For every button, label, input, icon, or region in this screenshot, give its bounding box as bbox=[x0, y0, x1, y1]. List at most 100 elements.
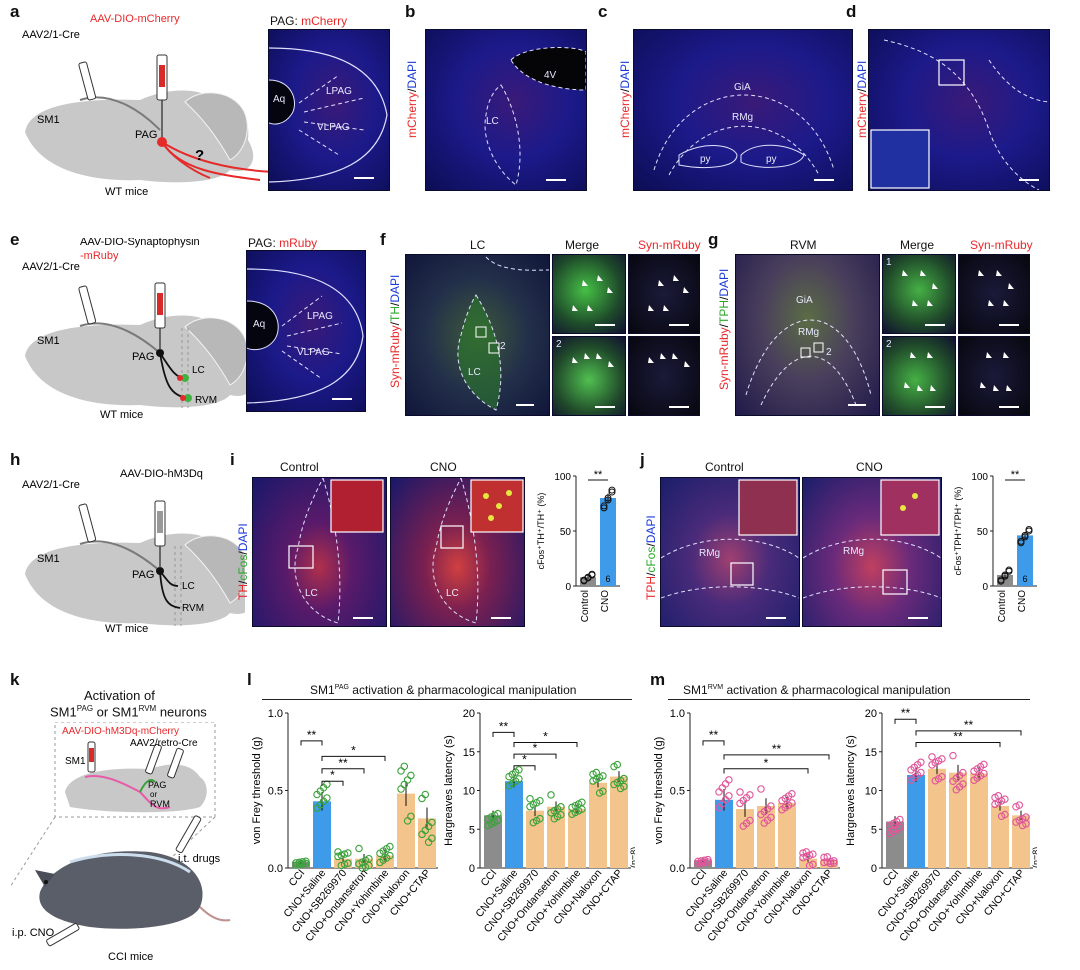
a-virus-label: AAV-DIO-mCherry bbox=[90, 13, 180, 25]
panel-label-f: f bbox=[380, 230, 386, 249]
m2-point bbox=[959, 780, 967, 788]
l1-point bbox=[365, 854, 373, 863]
c-py1-label: py bbox=[700, 154, 711, 165]
l2-point bbox=[526, 794, 534, 803]
g-merge-2: 2 bbox=[882, 336, 956, 416]
i-xtick-label: CNO bbox=[600, 590, 611, 612]
l1-sig-label: * bbox=[351, 743, 356, 757]
m2-bar bbox=[928, 768, 946, 868]
m2-point bbox=[980, 769, 988, 778]
l2-point bbox=[599, 772, 607, 780]
h-mice-label: WT mice bbox=[105, 623, 148, 635]
m1-point bbox=[746, 791, 754, 799]
m1-ylabel: von Frey threshold (g) bbox=[653, 737, 665, 845]
a-vlpag-label: VLPAG bbox=[317, 122, 350, 133]
j-vertical-label: TPH/cFos/DAPI bbox=[644, 515, 658, 600]
l1-point bbox=[386, 842, 394, 851]
f-n2-label: 2 bbox=[556, 339, 562, 350]
e-pag-label: PAG bbox=[132, 351, 154, 363]
l2-bar bbox=[589, 782, 607, 868]
l2-sig-bracket bbox=[513, 741, 578, 748]
j-ytick-label: 100 bbox=[971, 472, 988, 483]
h-cre-label: AAV2/1-Cre bbox=[22, 479, 80, 491]
e-vlpag-label: VLPAG bbox=[297, 347, 330, 358]
m1-sig-label: * bbox=[764, 756, 769, 770]
j-n-label: 6 bbox=[1022, 574, 1027, 584]
j-bar-control bbox=[997, 575, 1013, 586]
g-merge-title: Merge bbox=[900, 238, 935, 252]
m2-ytick-label: 15 bbox=[865, 747, 877, 759]
i-ylabel: cFos⁺TH⁺/TH⁺ (%) bbox=[536, 493, 546, 570]
m2-sig-bracket bbox=[915, 741, 1001, 748]
panel-label-m: m bbox=[650, 670, 666, 689]
g-zoom2-label: 2 bbox=[826, 347, 832, 358]
m1-point bbox=[767, 813, 775, 822]
l2-point bbox=[592, 768, 601, 777]
i-cno-title: CNO bbox=[430, 460, 457, 474]
l1-point bbox=[386, 851, 394, 860]
j-chart: 0 50 100 cFos⁺TPH⁺/TPH⁺ (%) Control CNO 6 ** bbox=[953, 469, 1037, 622]
j-ylabel: cFos⁺TPH⁺/TPH⁺ (%) bbox=[953, 487, 963, 576]
m2-bar bbox=[949, 772, 967, 868]
e-rvm-label: RVM bbox=[195, 395, 217, 406]
l2-sig-label: * bbox=[533, 741, 538, 755]
j-xtick-label: Control bbox=[997, 590, 1008, 622]
l1-point bbox=[334, 848, 342, 856]
l2-point bbox=[578, 798, 586, 807]
l1-point bbox=[400, 780, 409, 789]
l2-point bbox=[557, 810, 565, 819]
m2-n-label: (n=8) bbox=[1031, 847, 1037, 868]
m2-ytick-label: 0 bbox=[871, 863, 877, 875]
i-point bbox=[588, 570, 596, 578]
m2-point bbox=[980, 760, 988, 769]
l2-ytick-label: 0 bbox=[469, 863, 475, 875]
i-point bbox=[608, 486, 616, 494]
d-vertical-label: mCherry/DAPI bbox=[855, 60, 869, 138]
a-lpag-label: LPAG bbox=[326, 86, 352, 97]
k-or-label: or bbox=[150, 790, 157, 799]
g-syn-title: Syn-mRuby bbox=[970, 238, 1033, 252]
l1-point bbox=[340, 860, 349, 869]
l1-point bbox=[428, 818, 436, 827]
j-control-title: Control bbox=[705, 460, 744, 474]
m1-point bbox=[805, 861, 814, 870]
j-point bbox=[1021, 531, 1029, 539]
m1-sig-label: ** bbox=[709, 728, 719, 742]
l1-sig-label: ** bbox=[338, 756, 348, 770]
l2-point bbox=[494, 809, 502, 818]
m1-point bbox=[725, 792, 733, 800]
l2-sig-bracket bbox=[492, 731, 515, 738]
m2-ytick-label: 10 bbox=[865, 786, 877, 798]
l1-point bbox=[421, 790, 430, 799]
k-mice-label: CCI mice bbox=[108, 951, 153, 962]
c-vertical-label: mCherry/DAPI bbox=[618, 60, 632, 138]
panel-label-g: g bbox=[708, 230, 719, 249]
f-syn-2 bbox=[628, 336, 700, 416]
m2-bar bbox=[970, 773, 988, 868]
j-sig-label: ** bbox=[1011, 469, 1020, 481]
i-n-label: 6 bbox=[605, 574, 610, 584]
m2-sig-label: ** bbox=[953, 729, 963, 743]
m2-point bbox=[1022, 813, 1030, 821]
l1-sig-bracket bbox=[300, 740, 323, 746]
h-pag-label: PAG bbox=[132, 569, 154, 581]
g-syn-1 bbox=[958, 254, 1030, 334]
i-point bbox=[600, 504, 608, 512]
e-lpag-label: LPAG bbox=[307, 311, 333, 322]
j-cno-micrograph: RMg bbox=[802, 477, 942, 627]
m1-point bbox=[826, 857, 835, 866]
i-point bbox=[608, 488, 616, 496]
b-4v-label: 4V bbox=[544, 70, 557, 81]
k-ip-label: i.p. CNO bbox=[12, 927, 55, 939]
f-micrograph: LC 2 bbox=[405, 254, 550, 416]
a-cre-label: AAV2/1-Cre bbox=[22, 29, 80, 41]
h-virus-label: AAV-DIO-hM3Dq bbox=[120, 468, 203, 480]
l1-point bbox=[397, 785, 405, 793]
l2-ylabel: Hargreaves latency (s) bbox=[443, 735, 455, 846]
i-ytick-label: 0 bbox=[565, 582, 571, 593]
l2-point bbox=[620, 782, 628, 791]
l2-sig-label: * bbox=[543, 729, 548, 743]
l1-ytick-label: 1.0 bbox=[268, 708, 283, 720]
